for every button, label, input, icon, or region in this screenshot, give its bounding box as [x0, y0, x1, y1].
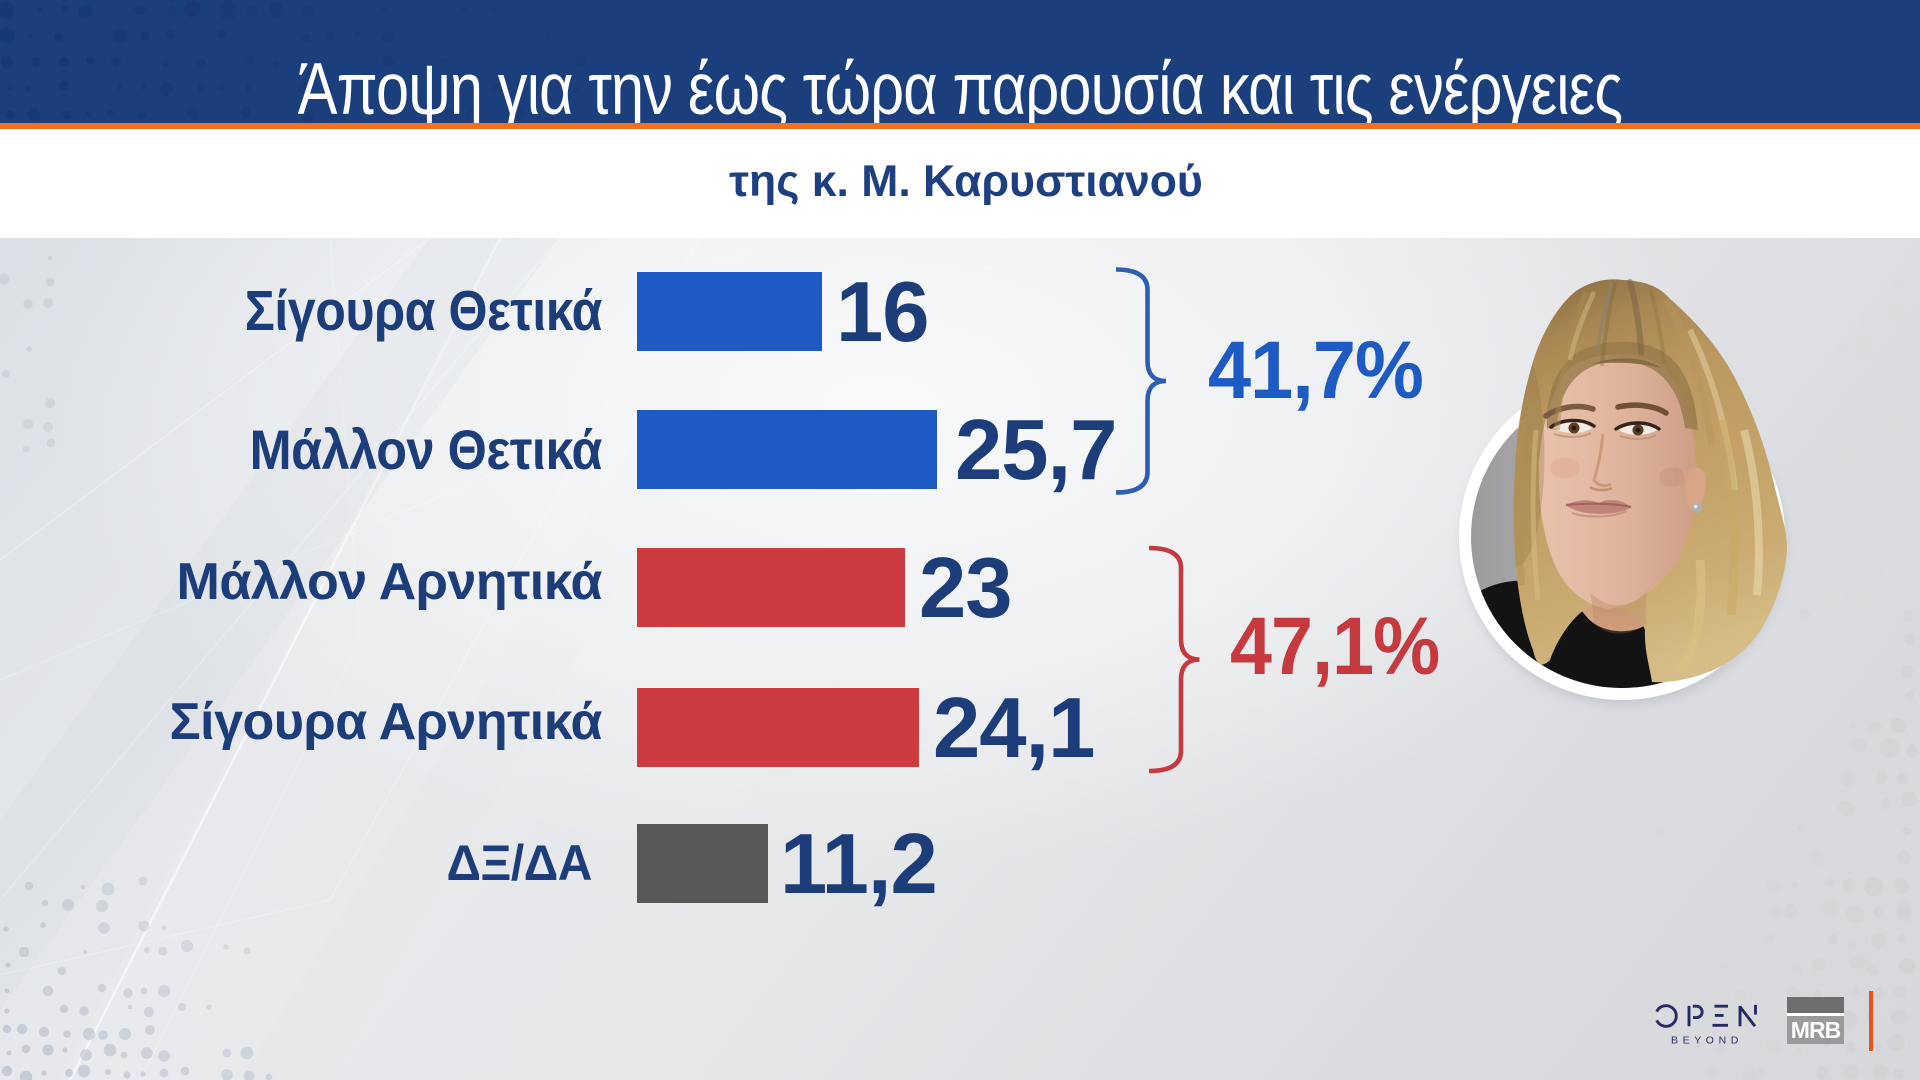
svg-text:BEYOND: BEYOND: [1671, 1035, 1743, 1047]
